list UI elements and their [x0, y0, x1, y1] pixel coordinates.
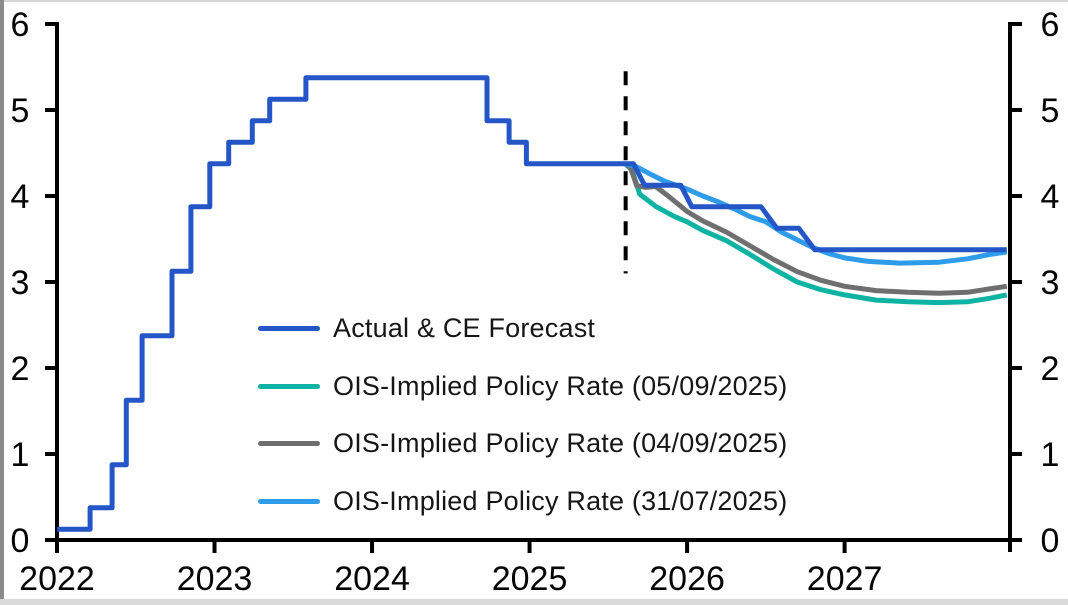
series-line-2 — [624, 161, 1008, 296]
y-tick-label-right: 2 — [1041, 350, 1060, 388]
series-line-1 — [623, 162, 1008, 306]
y-tick-label-right: 4 — [1041, 178, 1060, 216]
y-tick-label-left: 6 — [11, 6, 30, 44]
x-tick-label: 2023 — [177, 560, 253, 598]
y-tick-label-right: 6 — [1041, 6, 1060, 44]
screenshot-bottom-border — [0, 599, 1068, 605]
x-tick-label: 2026 — [649, 560, 725, 598]
x-tick-label: 2022 — [19, 560, 95, 598]
y-tick-label-left: 3 — [11, 264, 30, 302]
screenshot-top-border — [0, 0, 1068, 2]
y-tick-label-right: 5 — [1041, 92, 1060, 130]
y-tick-label-left: 4 — [11, 178, 30, 216]
x-tick-label: 2025 — [492, 560, 568, 598]
series-line-0 — [57, 75, 1007, 532]
y-tick-label-left: 2 — [11, 350, 30, 388]
x-tick-label: 2024 — [334, 560, 410, 598]
x-tick-label: 2027 — [807, 560, 883, 598]
y-tick-label-right: 3 — [1041, 264, 1060, 302]
screenshot-left-border — [0, 0, 4, 605]
y-tick-label-left: 1 — [11, 436, 30, 474]
y-tick-label-left: 0 — [11, 522, 30, 560]
y-tick-label-right: 0 — [1041, 522, 1060, 560]
y-tick-label-right: 1 — [1041, 436, 1060, 474]
y-tick-label-left: 5 — [11, 92, 30, 130]
